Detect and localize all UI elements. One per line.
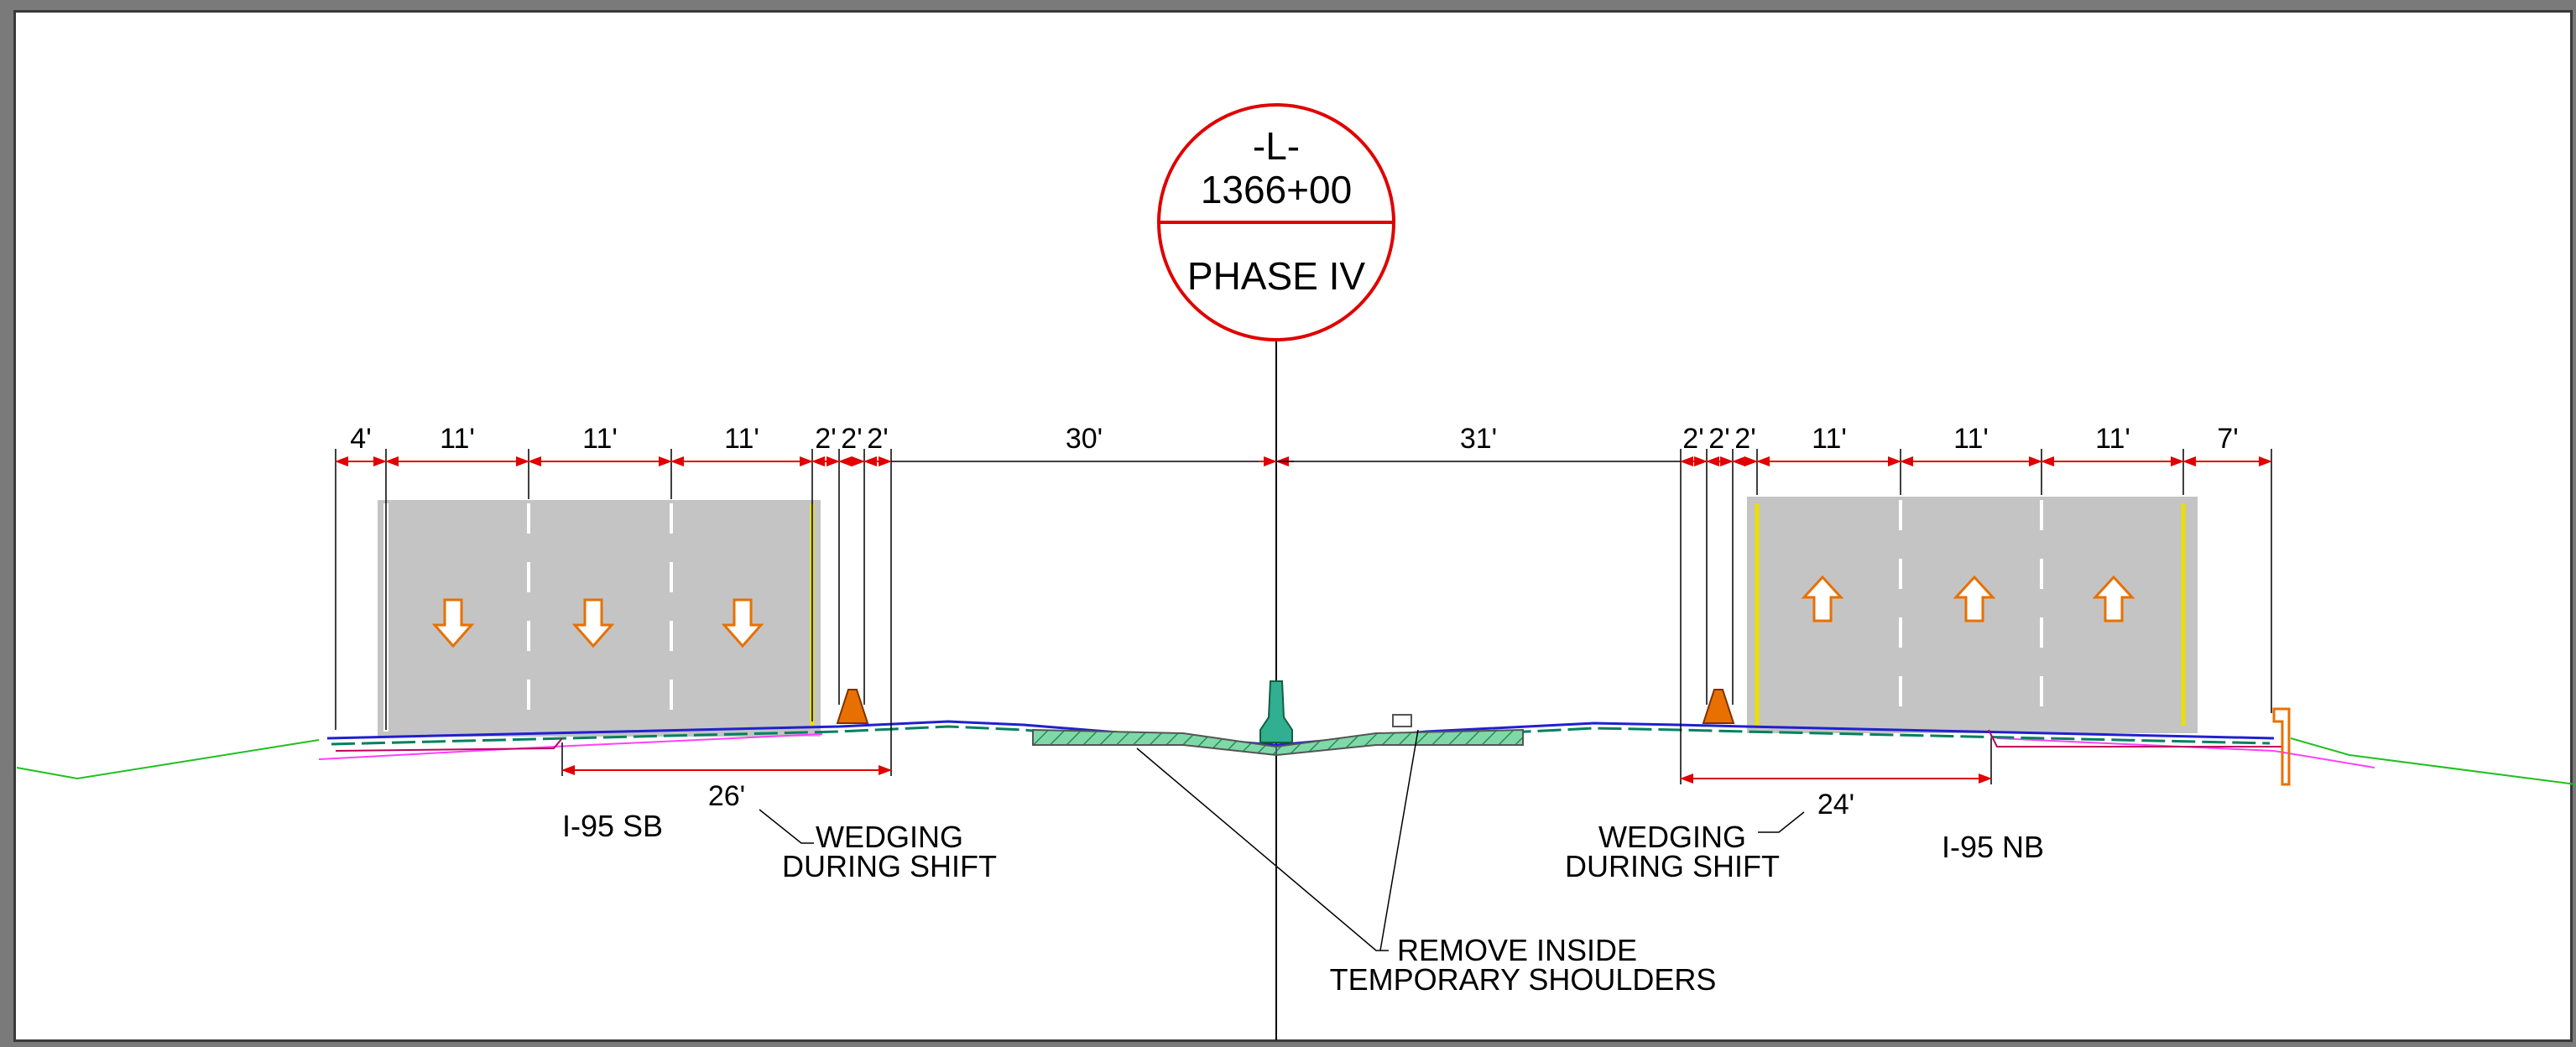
subgrade-left xyxy=(318,733,823,760)
down-arrow-icon xyxy=(431,598,475,649)
dim-sb-5: 2' xyxy=(841,423,862,455)
dim-nb-5: 11' xyxy=(2095,423,2130,455)
station-number: 1366+00 xyxy=(1201,168,1352,211)
nb-base-layer xyxy=(1988,729,2282,747)
up-arrow-icon xyxy=(1953,575,1996,622)
dim-median-left: 30' xyxy=(1066,423,1103,455)
extension-lines xyxy=(335,449,2272,784)
up-arrow-icon xyxy=(2092,575,2135,622)
station-line: -L- xyxy=(1253,124,1300,168)
nb-roadway-label: I-95 NB xyxy=(1942,830,2044,864)
dim-nb-6: 7' xyxy=(2217,423,2238,455)
nb-arrows xyxy=(1801,575,2135,622)
remove-shoulder-leader-right xyxy=(1379,729,1419,951)
dim-nb-0: 2' xyxy=(1682,423,1703,455)
phase-label: PHASE IV xyxy=(1187,254,1366,298)
dim-nb-1: 2' xyxy=(1708,423,1729,455)
sb-roadway-label: I-95 SB xyxy=(562,809,663,843)
drop-inlet xyxy=(1392,714,1412,727)
station-callout: -L- 1366+00 PHASE IV xyxy=(1157,103,1395,341)
sb-drum-icon xyxy=(836,689,869,724)
dim-nb-4: 11' xyxy=(1953,423,1989,455)
sb-arrows xyxy=(431,598,764,649)
nb-wedging-line2: DURING SHIFT xyxy=(1565,849,1780,883)
dim-nb-3: 11' xyxy=(1812,423,1847,455)
dim-sb-0: 4' xyxy=(350,423,371,455)
sb-wedging-line2: DURING SHIFT xyxy=(782,849,997,883)
dim-nb-2: 2' xyxy=(1734,423,1755,455)
temporary-shoulder-right xyxy=(1275,728,1524,757)
dim-median-right: 31' xyxy=(1460,423,1497,455)
up-arrow-icon xyxy=(1801,575,1844,622)
remove-shoulders-line1: REMOVE INSIDE xyxy=(1397,933,1637,967)
sb-wedging-line1: WEDGING xyxy=(816,820,963,854)
dim-sb-2: 11' xyxy=(582,423,618,455)
down-arrow-icon xyxy=(721,598,764,649)
guardrail-icon xyxy=(2272,707,2291,786)
remove-shoulder-leader-left xyxy=(1136,747,1389,951)
median-barrier xyxy=(1259,680,1293,743)
subgrade-right xyxy=(1996,737,2375,768)
nb-drum-icon xyxy=(1702,689,1735,724)
dim-sb-4: 2' xyxy=(815,423,836,455)
temporary-shoulder-left xyxy=(1032,728,1277,757)
sb-base-layer xyxy=(335,737,563,752)
existing-ground-right xyxy=(2290,737,2576,785)
dim-nb-wedge: 24' xyxy=(1817,789,1854,820)
dim-sb-3: 11' xyxy=(724,423,759,455)
dimension-labels: 4' 11' 11' 11' 2' 2' 2' 30' 31' 2' 2' 2'… xyxy=(350,423,2238,820)
existing-ground-left xyxy=(16,739,320,780)
dim-sb-1: 11' xyxy=(440,423,475,455)
finished-grade xyxy=(326,720,2275,747)
dim-sb-wedge: 26' xyxy=(708,780,745,812)
remove-shoulders-line2: TEMPORARY SHOULDERS xyxy=(1330,962,1717,997)
dim-sb-6: 2' xyxy=(867,423,888,455)
down-arrow-icon xyxy=(571,598,615,649)
nb-wedging-line1: WEDGING xyxy=(1598,820,1746,854)
nb-wedging-leader xyxy=(1758,811,1805,833)
dimension-lines xyxy=(335,456,2272,784)
sb-wedging-leader xyxy=(759,809,814,844)
